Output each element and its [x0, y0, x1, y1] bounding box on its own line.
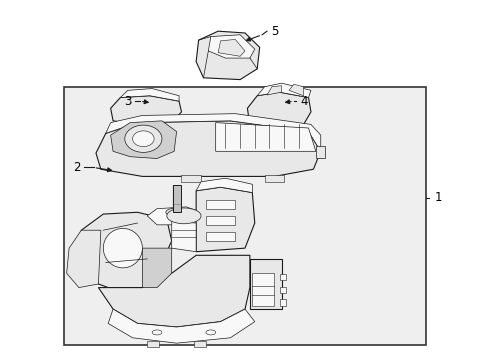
Bar: [64, 87, 426, 345]
Polygon shape: [267, 86, 282, 95]
Polygon shape: [196, 31, 260, 80]
Bar: [206, 200, 235, 209]
Polygon shape: [196, 187, 255, 252]
Bar: [250, 259, 282, 309]
Bar: [194, 341, 206, 347]
Ellipse shape: [166, 208, 187, 217]
Bar: [265, 175, 284, 182]
Polygon shape: [208, 35, 255, 58]
Polygon shape: [96, 121, 321, 176]
Bar: [280, 274, 286, 280]
Polygon shape: [218, 40, 245, 56]
Polygon shape: [108, 309, 255, 343]
Polygon shape: [111, 121, 176, 158]
Text: 3: 3: [124, 95, 131, 108]
Bar: [280, 299, 286, 306]
Polygon shape: [143, 248, 172, 288]
Polygon shape: [121, 89, 179, 101]
Ellipse shape: [133, 131, 154, 147]
Polygon shape: [98, 255, 250, 327]
Bar: [172, 185, 180, 212]
Polygon shape: [106, 114, 321, 151]
Text: 4: 4: [300, 95, 307, 108]
Text: 1: 1: [434, 192, 442, 204]
Bar: [147, 341, 159, 347]
Bar: [181, 175, 201, 182]
Polygon shape: [289, 84, 304, 96]
Polygon shape: [81, 212, 172, 291]
Polygon shape: [111, 96, 181, 125]
Text: 5: 5: [270, 25, 278, 38]
Bar: [316, 146, 325, 158]
Polygon shape: [196, 178, 252, 193]
Bar: [206, 232, 235, 241]
Ellipse shape: [103, 228, 143, 268]
Ellipse shape: [206, 330, 216, 335]
Ellipse shape: [125, 125, 162, 152]
Polygon shape: [172, 221, 196, 252]
Polygon shape: [247, 92, 311, 126]
Polygon shape: [147, 207, 206, 225]
Bar: [206, 216, 235, 225]
Bar: [280, 287, 286, 293]
Polygon shape: [216, 123, 316, 151]
Text: 2: 2: [73, 161, 80, 174]
Polygon shape: [67, 230, 101, 288]
Ellipse shape: [152, 330, 162, 335]
Ellipse shape: [167, 208, 201, 224]
Bar: [252, 273, 274, 306]
Polygon shape: [257, 83, 311, 98]
